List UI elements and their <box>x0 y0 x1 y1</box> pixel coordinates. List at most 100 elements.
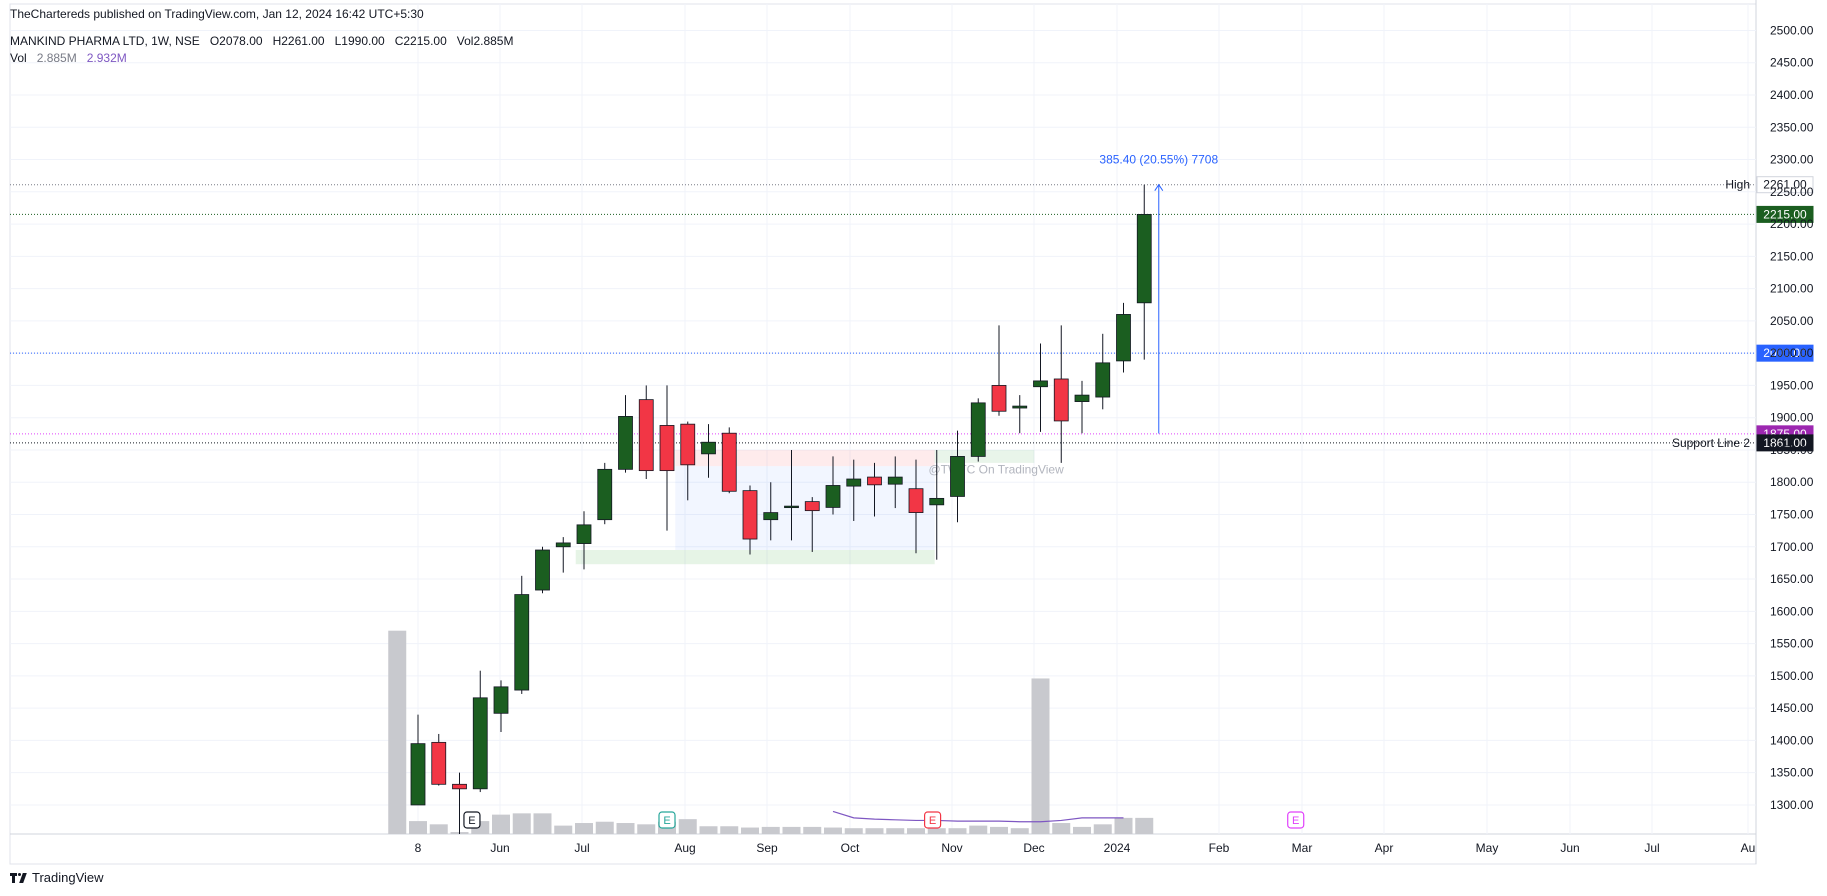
volume-bar <box>927 828 946 834</box>
time-tick-label: Nov <box>941 841 962 855</box>
volume-bar <box>969 825 988 834</box>
symbol-name[interactable]: MANKIND PHARMA LTD, 1W, NSE <box>10 34 200 48</box>
level-price-badge <box>1756 434 1814 452</box>
candle-body[interactable] <box>680 423 696 466</box>
candle-body[interactable] <box>1033 380 1048 388</box>
volume-bar <box>886 828 905 834</box>
candle-body[interactable] <box>1116 314 1131 362</box>
volume-bar <box>824 827 842 834</box>
level-price-value: 2261.00 <box>1763 178 1807 192</box>
volume-bar <box>865 828 884 834</box>
price-tick-label: 1500.00 <box>1770 669 1814 683</box>
candle-body[interactable] <box>472 697 488 790</box>
candle-body[interactable] <box>452 783 467 790</box>
earnings-marker-letter: E <box>1292 815 1299 827</box>
candle-body[interactable] <box>825 485 841 508</box>
volume-bar <box>1010 828 1029 834</box>
price-tick-label: 1350.00 <box>1770 766 1814 780</box>
level-price-badge <box>1756 205 1814 223</box>
volume-legend[interactable]: Vol 2.885M 2.932M <box>10 51 127 65</box>
candle-body[interactable] <box>701 441 716 455</box>
tradingview-brand: TradingView <box>32 870 104 885</box>
time-tick-label: Jun <box>1560 841 1579 855</box>
price-tick-label: 1300.00 <box>1770 798 1814 812</box>
ohlc-low: L1990.00 <box>334 34 385 48</box>
candle-body[interactable] <box>555 542 571 548</box>
price-tick-label: 2100.00 <box>1770 282 1814 296</box>
earnings-marker-icon[interactable] <box>1287 811 1305 829</box>
candles[interactable] <box>410 184 1152 834</box>
time-tick-label: Jul <box>574 841 589 855</box>
volume-bar <box>844 828 863 834</box>
volume-bar <box>678 819 697 834</box>
candle-body[interactable] <box>638 399 654 472</box>
earnings-marker-icon[interactable] <box>658 811 676 829</box>
ohlc-high: H2261.00 <box>272 34 325 48</box>
candle-body[interactable] <box>867 476 882 486</box>
time-tick-label: Apr <box>1375 841 1394 855</box>
price-tick-label: 2150.00 <box>1770 249 1814 263</box>
horizontal-levels[interactable]: 2261.00High2215.002000.001875.001861.00S… <box>10 176 1814 452</box>
tradingview-footer[interactable]: TradingView <box>10 870 104 885</box>
candle-body[interactable] <box>929 497 945 506</box>
candle-body[interactable] <box>970 402 986 457</box>
price-tick-label: 1600.00 <box>1770 604 1814 618</box>
price-tick-label: 2050.00 <box>1770 314 1814 328</box>
volume-bar <box>990 826 1008 834</box>
candle-body[interactable] <box>721 432 737 492</box>
level-price-badge <box>1756 176 1814 194</box>
candle-body[interactable] <box>1012 405 1028 409</box>
tradingview-logo-icon <box>10 872 28 883</box>
support-zone <box>575 550 935 565</box>
earnings-marker-letter: E <box>929 815 936 827</box>
candle-body[interactable] <box>1136 213 1152 304</box>
earnings-marker-icon[interactable] <box>923 811 942 829</box>
candle-body[interactable] <box>1074 394 1090 402</box>
price-axis[interactable]: 1300.00 1350.00 1400.00 1450.00 1500.00 1550.… <box>1770 23 1814 812</box>
resistance-zone <box>675 449 935 467</box>
volume-bar <box>948 828 967 834</box>
candle-body[interactable] <box>887 476 903 485</box>
candle-body[interactable] <box>1053 378 1069 422</box>
time-axis[interactable]: 8 Jun Jul Aug Sep Oct Nov Dec 2024 Feb Mar Apr May Ju… <box>415 841 1756 855</box>
candle-body[interactable] <box>493 686 509 714</box>
candle-body[interactable] <box>763 512 779 521</box>
candle-body[interactable] <box>576 524 592 544</box>
time-tick-label: Oct <box>841 841 860 855</box>
volume-ma-value: 2.932M <box>86 51 127 65</box>
level-label: Support Line 2 <box>1672 436 1750 450</box>
price-range-measure[interactable]: 385.40 (20.55%) 7708 <box>1099 153 1218 434</box>
volume-label: Vol <box>10 51 27 65</box>
volume-bar <box>512 813 531 834</box>
candle-body[interactable] <box>1095 362 1111 398</box>
price-tick-label: 2250.00 <box>1770 185 1814 199</box>
time-tick-label: May <box>1476 841 1499 855</box>
volume-bar <box>803 826 822 834</box>
time-tick-label: Sep <box>756 841 778 855</box>
candle-body[interactable] <box>535 549 550 591</box>
time-tick-label: Aug <box>674 841 695 855</box>
candle-body[interactable] <box>908 488 924 513</box>
candle-body[interactable] <box>618 416 633 470</box>
volume-bar <box>782 826 801 834</box>
candle-body[interactable] <box>410 743 426 806</box>
volume-bar <box>575 823 593 834</box>
earnings-marker-icon[interactable] <box>463 811 481 829</box>
candle-body[interactable] <box>950 456 965 497</box>
volume-bar <box>1052 823 1071 834</box>
candle-body[interactable] <box>742 490 758 540</box>
price-tick-label: 1950.00 <box>1770 378 1814 392</box>
candle-body[interactable] <box>991 385 1007 412</box>
candle-body[interactable] <box>431 741 447 785</box>
candle-body[interactable] <box>846 478 862 487</box>
ohlc-open: O2078.00 <box>209 34 263 48</box>
candle-body[interactable] <box>784 505 799 509</box>
price-tick-label: 2200.00 <box>1770 217 1814 231</box>
price-tick-label: 2300.00 <box>1770 153 1814 167</box>
candle-body[interactable] <box>804 501 820 512</box>
candle-body[interactable] <box>597 468 613 521</box>
candle-body[interactable] <box>514 594 530 691</box>
candle-body[interactable] <box>659 425 675 472</box>
